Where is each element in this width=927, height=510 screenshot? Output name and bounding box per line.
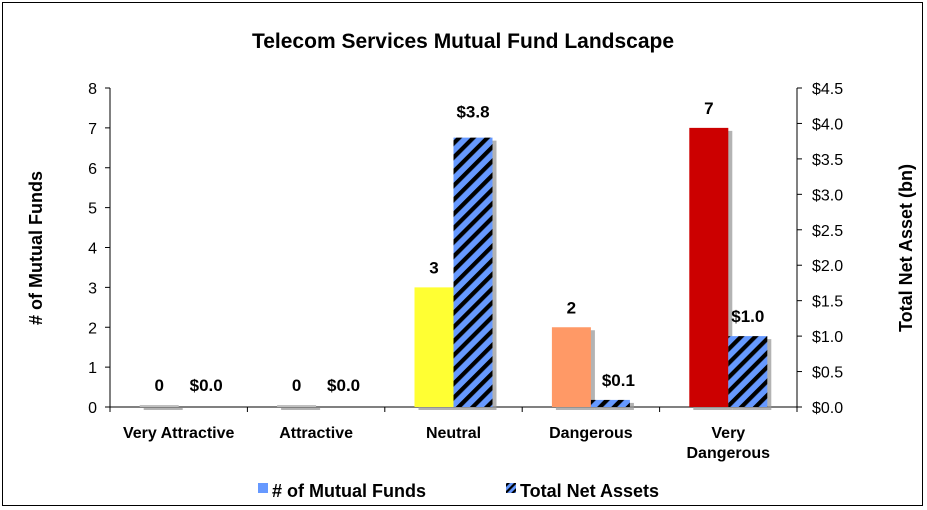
left-tick-label: 1	[88, 360, 97, 377]
mutual-funds-data-label: 3	[429, 258, 438, 277]
right-tick-label: $1.0	[812, 329, 843, 346]
category-label: Attractive	[279, 425, 353, 442]
left-tick-label: 4	[88, 241, 97, 258]
right-tick-label: $2.5	[812, 223, 843, 240]
mutual-funds-data-label: 7	[704, 99, 713, 118]
mutual-funds-bar	[277, 405, 317, 407]
left-tick-label: 2	[88, 320, 97, 337]
net-assets-data-label: $1.0	[731, 307, 764, 326]
mutual-funds-bar-shadow	[143, 408, 183, 410]
right-tick-label: $1.5	[812, 294, 843, 311]
left-y-axis: 0 1 2 3 4 5 6 7 8	[88, 81, 797, 417]
left-tick-label: 7	[88, 121, 97, 138]
mutual-funds-bar-shadow	[281, 408, 321, 410]
category-label: Very	[711, 425, 745, 442]
legend-label-mutual-funds: # of Mutual Funds	[272, 481, 426, 501]
mutual-funds-bar	[551, 327, 591, 407]
bars-layer	[139, 127, 772, 410]
net-assets-data-label: $0.1	[602, 371, 635, 390]
right-tick-label: $0.5	[812, 365, 843, 382]
left-axis-title: # of Mutual Funds	[26, 171, 46, 325]
right-tick-label: $4.0	[812, 116, 843, 133]
category-label: Very Attractive	[123, 425, 235, 442]
legend-label-net-assets: Total Net Assets	[520, 481, 659, 501]
net-assets-bar	[590, 399, 630, 407]
chart-title: Telecom Services Mutual Fund Landscape	[252, 30, 674, 53]
legend-swatch-mutual-funds	[258, 483, 268, 493]
legend-swatch-net-assets	[506, 483, 516, 493]
category-labels: Very Attractive Attractive Neutral Dangerou…	[109, 407, 798, 462]
net-assets-bar	[728, 336, 768, 407]
right-tick-label: $3.0	[812, 187, 843, 204]
category-label: Dangerous	[549, 425, 633, 442]
net-assets-data-label: $3.8	[456, 103, 489, 122]
right-y-axis: $0.0 $0.5 $1.0 $1.5 $2.0 $2.5 $3.0 $3.5 $4.0 $4.5	[796, 81, 843, 417]
mutual-funds-data-label: 0	[292, 376, 301, 395]
category-label: Neutral	[426, 425, 481, 442]
right-tick-label: $4.5	[812, 81, 843, 98]
mutual-funds-bar	[689, 127, 729, 407]
legend: # of Mutual Funds Total Net Assets	[258, 481, 659, 501]
data-labels-layer: 0 $0.0 0 $0.0 3 $3.8 2 $0.1 7 $1.0	[154, 99, 764, 395]
left-tick-label: 3	[88, 280, 97, 297]
left-tick-label: 6	[88, 161, 97, 178]
net-assets-bar	[453, 137, 493, 407]
right-tick-label: $3.5	[812, 152, 843, 169]
mutual-funds-data-label: 2	[567, 298, 576, 317]
right-axis-title: Total Net Asset (bn)	[896, 164, 916, 332]
mutual-funds-data-label: 0	[154, 376, 163, 395]
mutual-funds-bar	[414, 287, 454, 407]
net-assets-data-label: $0.0	[190, 376, 223, 395]
category-label: Dangerous	[687, 445, 771, 462]
left-tick-label: 0	[88, 400, 97, 417]
net-assets-data-label: $0.0	[327, 376, 360, 395]
left-tick-label: 5	[88, 201, 97, 218]
left-tick-label: 8	[88, 81, 97, 98]
right-tick-label: $2.0	[812, 258, 843, 275]
right-tick-label: $0.0	[812, 400, 843, 417]
mutual-funds-bar	[139, 405, 179, 407]
